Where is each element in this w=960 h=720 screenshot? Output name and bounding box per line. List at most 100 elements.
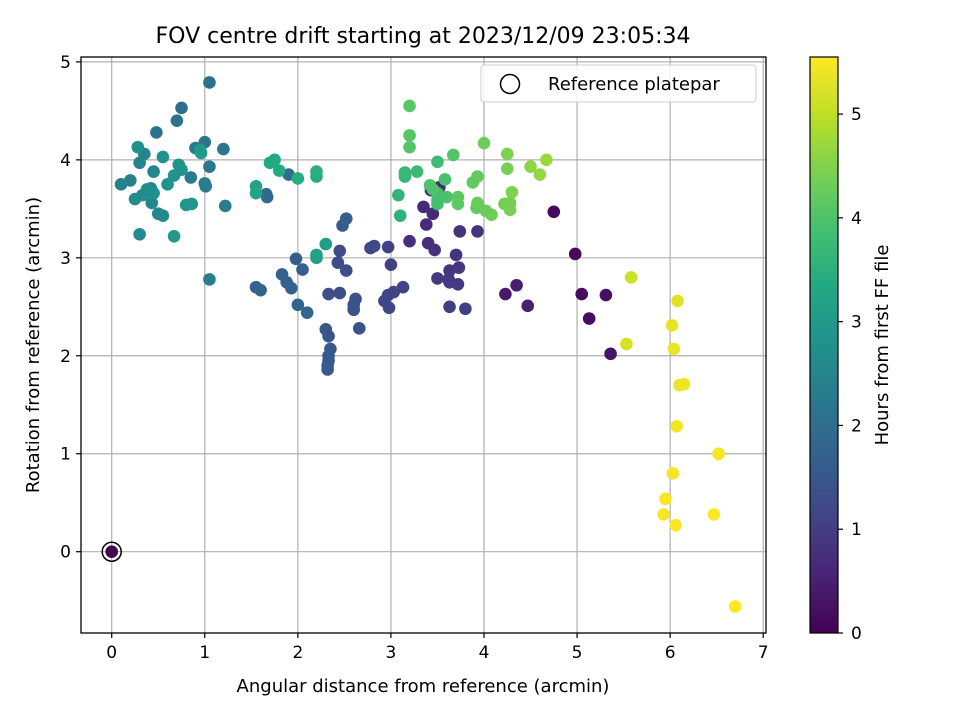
y-axis-ticks: 0 1 2 3 4 5 — [60, 53, 81, 563]
data-point — [170, 114, 184, 127]
x-tick-label: 5 — [572, 643, 583, 663]
data-point — [203, 160, 216, 174]
data-point — [194, 146, 208, 160]
data-point — [161, 178, 174, 191]
x-tick-label: 7 — [758, 643, 769, 663]
data-point — [347, 303, 360, 317]
data-point — [105, 545, 119, 558]
data-point — [310, 248, 323, 262]
data-point — [322, 287, 335, 301]
colorbar-label: Hours from first FF file — [872, 245, 893, 446]
data-point — [431, 272, 444, 285]
data-point — [147, 165, 160, 178]
data-point — [659, 492, 672, 506]
data-point — [438, 173, 452, 186]
data-point — [145, 196, 159, 210]
data-point — [217, 142, 230, 156]
data-point — [381, 240, 395, 254]
data-point — [150, 126, 163, 139]
data-point — [510, 278, 523, 292]
data-point — [667, 342, 681, 356]
data-point — [296, 263, 309, 276]
colorbar-tick-label: 4 — [851, 209, 862, 229]
data-point — [728, 600, 742, 613]
data-point — [477, 136, 491, 150]
data-point — [203, 273, 216, 286]
data-point — [319, 237, 333, 251]
data-point — [417, 200, 430, 214]
data-point — [382, 301, 396, 315]
data-point — [131, 140, 145, 154]
data-point — [285, 281, 298, 295]
data-point — [669, 518, 683, 532]
legend: Reference platepar — [480, 64, 757, 103]
x-tick-label: 3 — [386, 643, 397, 663]
data-point — [133, 228, 146, 241]
data-point — [431, 197, 444, 211]
data-point — [665, 319, 679, 332]
data-point — [203, 76, 216, 89]
data-point — [471, 170, 484, 183]
data-point — [599, 288, 613, 302]
data-point — [396, 280, 410, 294]
colorbar-tick-label: 1 — [851, 520, 862, 540]
data-point — [657, 508, 670, 521]
data-point — [218, 199, 232, 213]
colorbar: 0 1 2 3 4 5 Hours from first FF file — [809, 56, 893, 644]
data-point — [398, 166, 412, 179]
data-point — [671, 294, 684, 308]
data-point — [331, 256, 345, 270]
data-point — [393, 209, 407, 222]
scatter-points — [101, 76, 742, 613]
data-point — [339, 264, 353, 277]
data-point — [260, 190, 274, 204]
data-point — [712, 447, 725, 461]
legend-label: Reference platepar — [548, 74, 720, 95]
data-point — [147, 186, 160, 200]
data-point — [451, 197, 465, 211]
y-tick-label: 4 — [60, 151, 71, 171]
data-point — [272, 164, 286, 177]
data-point — [300, 306, 314, 319]
data-point — [620, 337, 633, 351]
colorbar-tick-label: 5 — [851, 105, 862, 125]
data-point — [471, 196, 484, 210]
data-point — [289, 252, 303, 266]
reference-platepar-marker — [101, 541, 122, 562]
data-point — [321, 363, 334, 376]
data-point — [707, 508, 721, 521]
data-point — [568, 247, 582, 261]
data-point — [403, 140, 416, 154]
data-point — [624, 271, 638, 284]
data-point — [185, 197, 199, 211]
data-point — [167, 169, 181, 182]
data-point — [485, 208, 498, 222]
colorbar-tick-label: 3 — [851, 313, 862, 333]
data-point — [677, 377, 691, 391]
colorbar-tick-label: 2 — [851, 416, 862, 436]
data-point — [291, 172, 305, 185]
data-point — [500, 147, 514, 161]
x-tick-label: 2 — [292, 643, 303, 663]
data-point — [410, 165, 424, 178]
x-tick-label: 0 — [106, 643, 117, 663]
data-point — [339, 212, 353, 225]
data-point — [451, 277, 465, 291]
data-point — [367, 239, 381, 253]
colorbar-gradient — [809, 56, 839, 634]
x-tick-label: 6 — [665, 643, 676, 663]
data-point — [524, 160, 537, 174]
data-point — [426, 182, 440, 196]
data-point — [403, 99, 416, 113]
data-point — [449, 248, 463, 262]
data-point — [670, 420, 683, 433]
data-point — [175, 101, 188, 115]
data-point — [459, 302, 472, 316]
data-point — [333, 286, 347, 300]
data-point — [419, 218, 433, 231]
colorbar-tick-label: 0 — [851, 624, 862, 644]
legend-marker — [499, 73, 521, 95]
data-point — [453, 225, 467, 238]
data-point — [333, 244, 347, 258]
